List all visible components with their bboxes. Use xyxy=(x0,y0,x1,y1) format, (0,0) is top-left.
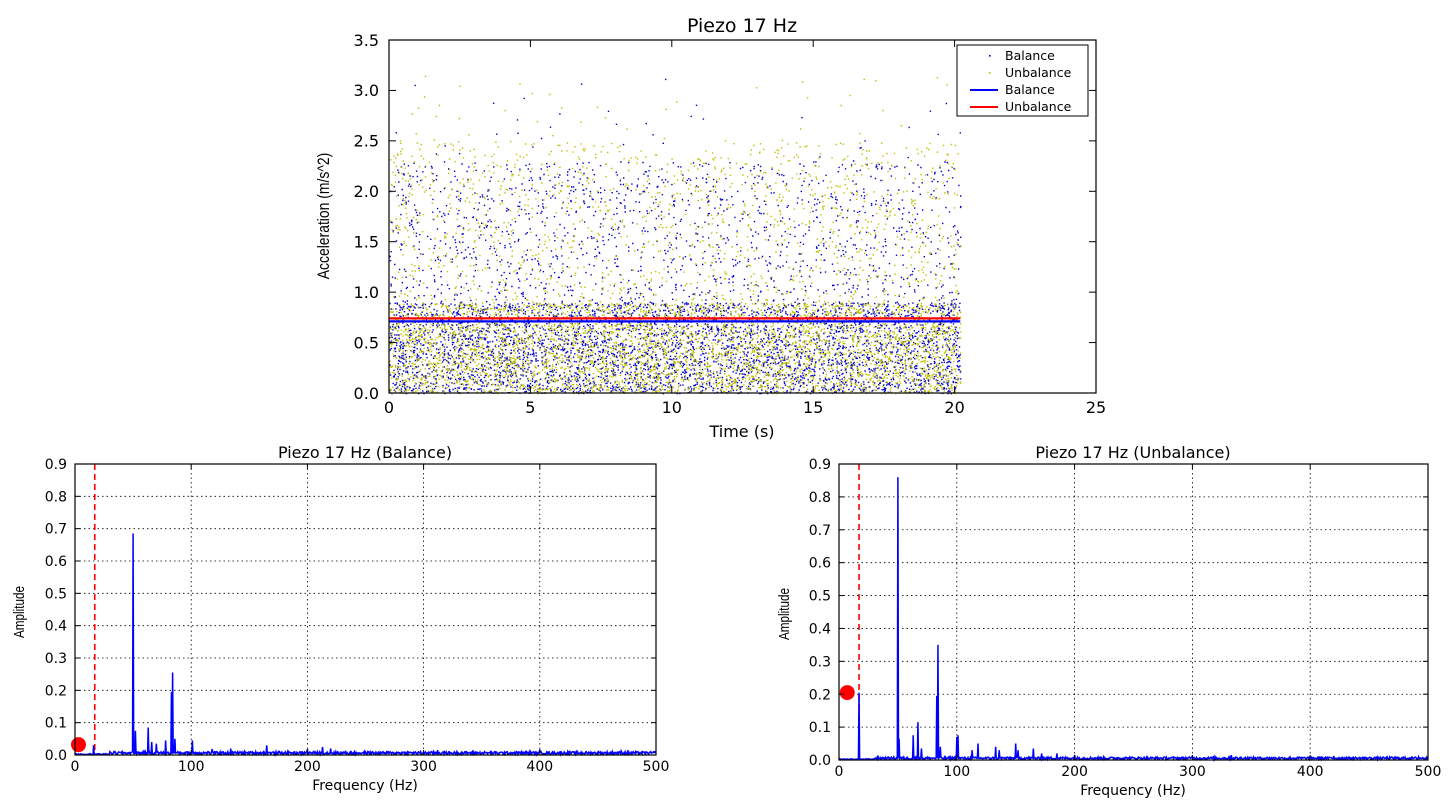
y-tick-label: 0.6 xyxy=(45,554,67,570)
y-axis-label: Amplitude xyxy=(11,586,28,638)
y-tick-label: 0.0 xyxy=(45,748,67,764)
x-tick-label: 500 xyxy=(643,759,670,775)
y-tick-label: 0.1 xyxy=(45,716,67,732)
axis-ticks: 0 100 200 300 400 500 0.0 0.1 0.2 0.3 0.4 0.5 0.6 0.7… xyxy=(45,457,670,775)
legend-point-swatch xyxy=(989,55,991,57)
plot-area xyxy=(70,464,657,758)
plot-area xyxy=(389,75,962,395)
chart-title: Piezo 17 Hz (Balance) xyxy=(278,443,452,462)
y-tick-label: 0.0 xyxy=(354,384,379,403)
y-tick-label: 0.6 xyxy=(809,556,831,572)
legend-item: Unbalance xyxy=(989,65,1072,80)
y-tick-label: 3.0 xyxy=(354,81,379,100)
y-tick-label: 0.9 xyxy=(45,457,67,473)
x-tick-label: 10 xyxy=(662,398,682,417)
legend-label: Balance xyxy=(1005,82,1055,97)
x-tick-label: 200 xyxy=(294,759,321,775)
y-tick-label: 2.5 xyxy=(354,132,379,151)
x-tick-label: 15 xyxy=(803,398,823,417)
plot-area xyxy=(838,464,1429,763)
spectrum-line xyxy=(838,477,1429,763)
legend-item: Balance xyxy=(989,48,1055,63)
x-tick-label: 200 xyxy=(1061,764,1088,780)
chart-title: Piezo 17 Hz xyxy=(687,15,797,37)
legend-label: Unbalance xyxy=(1005,99,1072,114)
y-tick-label: 0.8 xyxy=(45,489,67,505)
fft-unbalance-chart: Piezo 17 Hz (Unbalance) 0 100 200 300 400 500… xyxy=(776,443,1442,799)
x-tick-label: 5 xyxy=(525,398,535,417)
y-tick-label: 0.0 xyxy=(809,753,831,769)
y-tick-label: 0.3 xyxy=(45,651,67,667)
x-tick-label: 0 xyxy=(384,398,394,417)
legend-box xyxy=(956,44,1089,117)
fft-balance-chart: Piezo 17 Hz (Balance) 0 100 200 300 400 500 0.… xyxy=(11,443,670,794)
legend-item: Balance xyxy=(970,82,1055,97)
x-tick-label: 25 xyxy=(1086,398,1106,417)
axis-ticks: 0 100 200 300 400 500 0.0 0.1 0.2 0.3 0.4 0.5 0.6 0.7… xyxy=(809,457,1442,780)
y-tick-label: 0.4 xyxy=(45,619,67,635)
x-tick-label: 500 xyxy=(1415,764,1442,780)
legend-item: Unbalance xyxy=(970,99,1072,114)
axes-frame xyxy=(388,39,1097,394)
legend-label: Balance xyxy=(1005,48,1055,63)
y-tick-label: 0.5 xyxy=(809,589,831,605)
x-axis-label: Frequency (Hz) xyxy=(1080,783,1186,799)
y-tick-label: 0.8 xyxy=(809,490,831,506)
scatter-points xyxy=(389,78,962,395)
x-tick-label: 20 xyxy=(944,398,964,417)
y-tick-label: 1.0 xyxy=(354,283,379,302)
y-tick-label: 2.0 xyxy=(354,182,379,201)
x-tick-label: 100 xyxy=(943,764,970,780)
y-tick-label: 0.5 xyxy=(45,586,67,602)
x-tick-label: 100 xyxy=(178,759,205,775)
y-tick-label: 0.7 xyxy=(809,523,831,539)
axes-frame xyxy=(74,463,657,756)
y-tick-label: 0.7 xyxy=(45,522,67,538)
y-tick-label: 0.2 xyxy=(45,683,67,699)
x-tick-label: 400 xyxy=(526,759,553,775)
time-scatter-chart: Piezo 17 Hz 0 5 10 15 20 25 0.0 0.5 1.0 1.5 2.0 2.5… xyxy=(315,15,1106,441)
y-tick-label: 0.1 xyxy=(809,720,831,736)
chart-title: Piezo 17 Hz (Unbalance) xyxy=(1035,443,1230,462)
y-tick-label: 1.5 xyxy=(354,232,379,251)
spectrum-line xyxy=(74,533,657,758)
x-axis-label: Time (s) xyxy=(708,422,774,441)
amplitude-marker-point xyxy=(839,685,855,701)
x-tick-label: 300 xyxy=(1179,764,1206,780)
scatter-series-balance-points xyxy=(389,78,962,395)
y-tick-label: 0.2 xyxy=(809,687,831,703)
x-tick-label: 0 xyxy=(71,759,80,775)
x-tick-label: 300 xyxy=(410,759,437,775)
amplitude-marker-point xyxy=(70,737,86,753)
y-tick-label: 0.3 xyxy=(809,654,831,670)
y-axis-label: Acceleration (m/s^2) xyxy=(315,153,334,280)
axes-frame xyxy=(838,463,1429,761)
legend-point-swatch xyxy=(989,72,991,74)
x-axis-label: Frequency (Hz) xyxy=(312,778,418,794)
x-tick-label: 400 xyxy=(1297,764,1324,780)
y-tick-label: 3.5 xyxy=(354,31,379,50)
y-tick-label: 0.9 xyxy=(809,457,831,473)
legend-label: Unbalance xyxy=(1005,65,1072,80)
axis-ticks: 0 5 10 15 20 25 0.0 0.5 1.0 1.5 2.0 2.5 3.0 3.5 xyxy=(354,31,1107,417)
y-tick-label: 0.4 xyxy=(809,621,831,637)
legend: Balance Unbalance Balance Unbalance xyxy=(956,44,1089,117)
y-axis-label: Amplitude xyxy=(776,588,793,640)
y-tick-label: 0.5 xyxy=(354,333,379,352)
x-tick-label: 0 xyxy=(835,764,844,780)
